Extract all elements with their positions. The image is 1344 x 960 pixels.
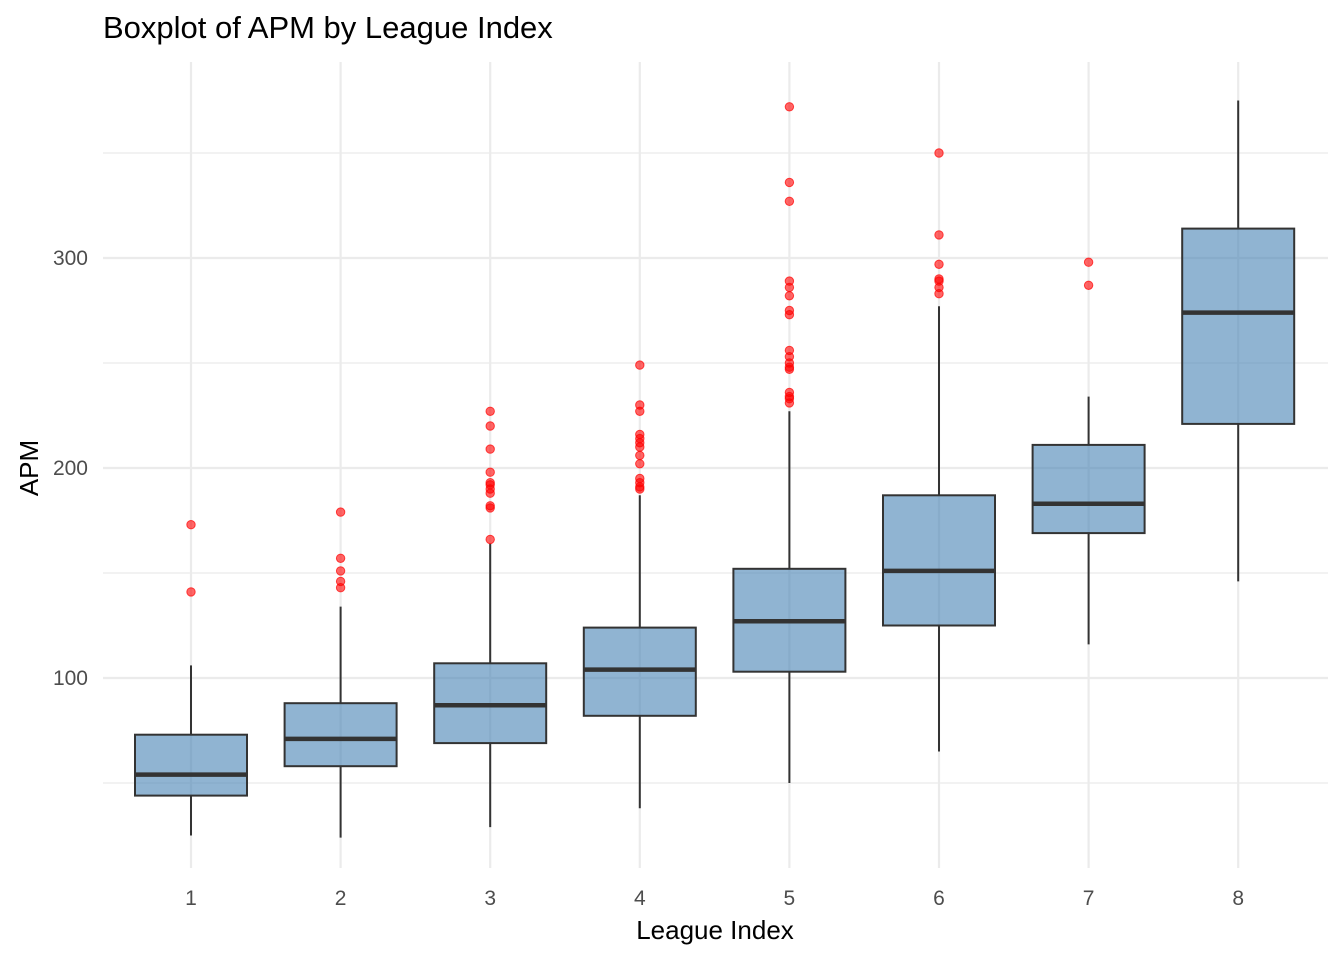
x-tick-label: 1 [185,887,197,910]
outlier-point [485,406,495,416]
boxes [134,227,1296,797]
outlier-point [635,459,645,469]
outlier-point [635,406,645,416]
outlier-point [485,444,495,454]
y-axis-title: APM [14,440,44,496]
outlier-points [186,102,1094,597]
x-axis-title: League Index [636,915,794,945]
y-tick-label: 200 [53,457,88,480]
outlier-point [485,534,495,545]
outlier-point [485,488,495,498]
outlier-point [1083,280,1094,290]
y-tick-label: 100 [53,667,88,690]
box-8 [1181,227,1296,425]
outlier-point [335,553,346,563]
x-tick-label: 8 [1232,887,1244,910]
box-6 [882,494,996,627]
outlier-point [784,364,795,374]
outlier-point [186,587,196,597]
whiskers [190,100,1240,838]
outlier-point [784,177,795,188]
outlier-point [635,450,645,461]
chart-title: Boxplot of APM by League Index [103,10,553,45]
outlier-point [485,503,495,513]
box-1 [134,733,248,797]
outlier-point [186,520,196,530]
x-tick-label: 5 [784,887,796,910]
outlier-point [784,102,795,112]
outlier-point [784,398,795,408]
box-2 [283,702,398,768]
outlier-point [635,442,645,452]
box-7 [1031,443,1146,535]
outlier-point [934,148,944,158]
outlier-point [485,467,495,477]
x-tick-label: 6 [933,887,945,910]
x-tick-label: 4 [634,887,646,910]
x-tick-label: 2 [335,887,347,910]
outlier-point [934,259,944,269]
y-tick-label: 300 [53,247,88,270]
outlier-point [335,583,346,593]
outlier-point [635,360,645,370]
outlier-point [934,289,944,299]
outlier-point [784,196,795,207]
outlier-point [335,566,346,576]
outlier-point [934,230,944,240]
outlier-point [784,310,795,320]
x-tick-label: 3 [484,887,496,910]
outlier-point [335,507,346,517]
outlier-point [1083,257,1094,267]
outlier-point [485,421,495,431]
outlier-point [784,282,795,293]
x-tick-label: 7 [1083,887,1095,910]
tick-labels: 1 2 3 4 5 6 7 8 100 200 300 [53,247,1244,910]
outlier-point [784,291,795,301]
outlier-point [635,484,645,494]
